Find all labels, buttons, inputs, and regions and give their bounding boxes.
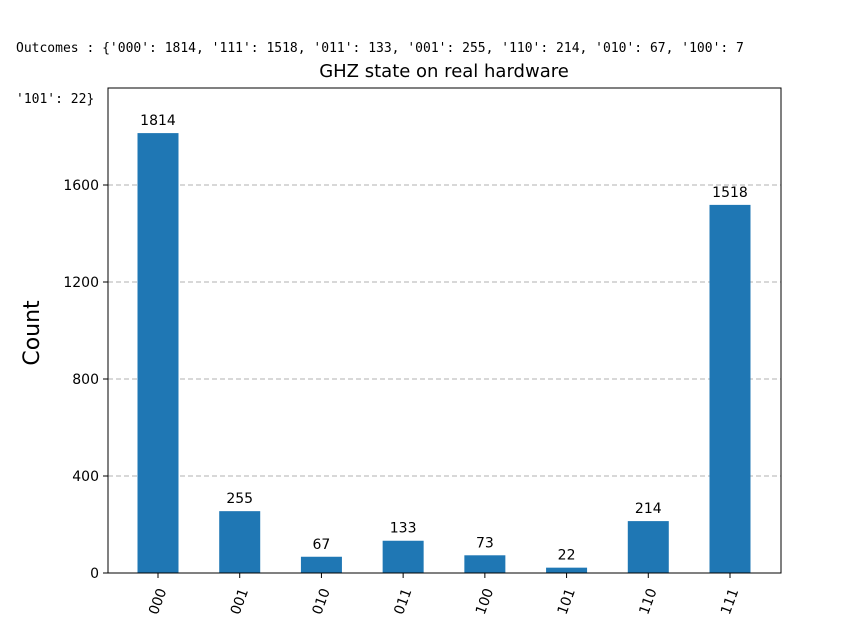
bars: [137, 133, 751, 574]
x-tick-label-011: 011: [391, 586, 415, 617]
y-tick-label: 0: [90, 566, 99, 582]
bar-011: [382, 540, 424, 573]
x-tick-label-100: 100: [473, 586, 497, 617]
chart-title: GHZ state on real hardware: [319, 61, 569, 82]
data-label-111: 1518: [712, 185, 748, 201]
data-label-011: 133: [390, 521, 417, 537]
grid-lines: [108, 184, 781, 477]
bar-110: [627, 521, 669, 573]
data-label-001: 255: [226, 491, 253, 507]
x-tick-label-110: 110: [636, 586, 660, 617]
bar-010: [300, 556, 342, 573]
output-line-1: Outcomes : {'000': 1814, '111': 1518, '0…: [16, 41, 744, 56]
data-label-010: 67: [313, 537, 331, 553]
data-labels: 1814 255 67 133 73 22 214 1518: [140, 113, 748, 564]
bar-000: [137, 133, 179, 574]
bar-100: [464, 555, 506, 573]
data-label-110: 214: [635, 501, 662, 517]
axes: 0 400 800 1200 1600 000 001 010 011 100 101 110 111: [63, 87, 782, 617]
bar-101: [546, 567, 588, 573]
plot-frame: [107, 87, 782, 574]
y-tick-label: 400: [72, 469, 99, 485]
y-tick-label: 1200: [63, 275, 99, 291]
x-tick-label-000: 000: [146, 586, 170, 617]
data-label-000: 1814: [140, 113, 176, 129]
x-tick-label-101: 101: [555, 586, 579, 617]
bar-111: [709, 204, 751, 573]
x-tick-label-010: 010: [310, 586, 334, 617]
y-tick-label: 1600: [63, 178, 99, 194]
x-tick-label-111: 111: [718, 586, 742, 617]
x-tick-label-001: 001: [228, 586, 252, 617]
data-label-101: 22: [558, 548, 576, 564]
output-line-2: '101': 22}: [16, 92, 95, 107]
data-label-100: 73: [476, 535, 494, 551]
y-axis-label: Count: [20, 300, 45, 366]
y-tick-label: 800: [72, 372, 99, 388]
notebook-output: Outcomes : {'000': 1814, '111': 1518, '0…: [16, 6, 846, 125]
bar-001: [219, 511, 261, 573]
